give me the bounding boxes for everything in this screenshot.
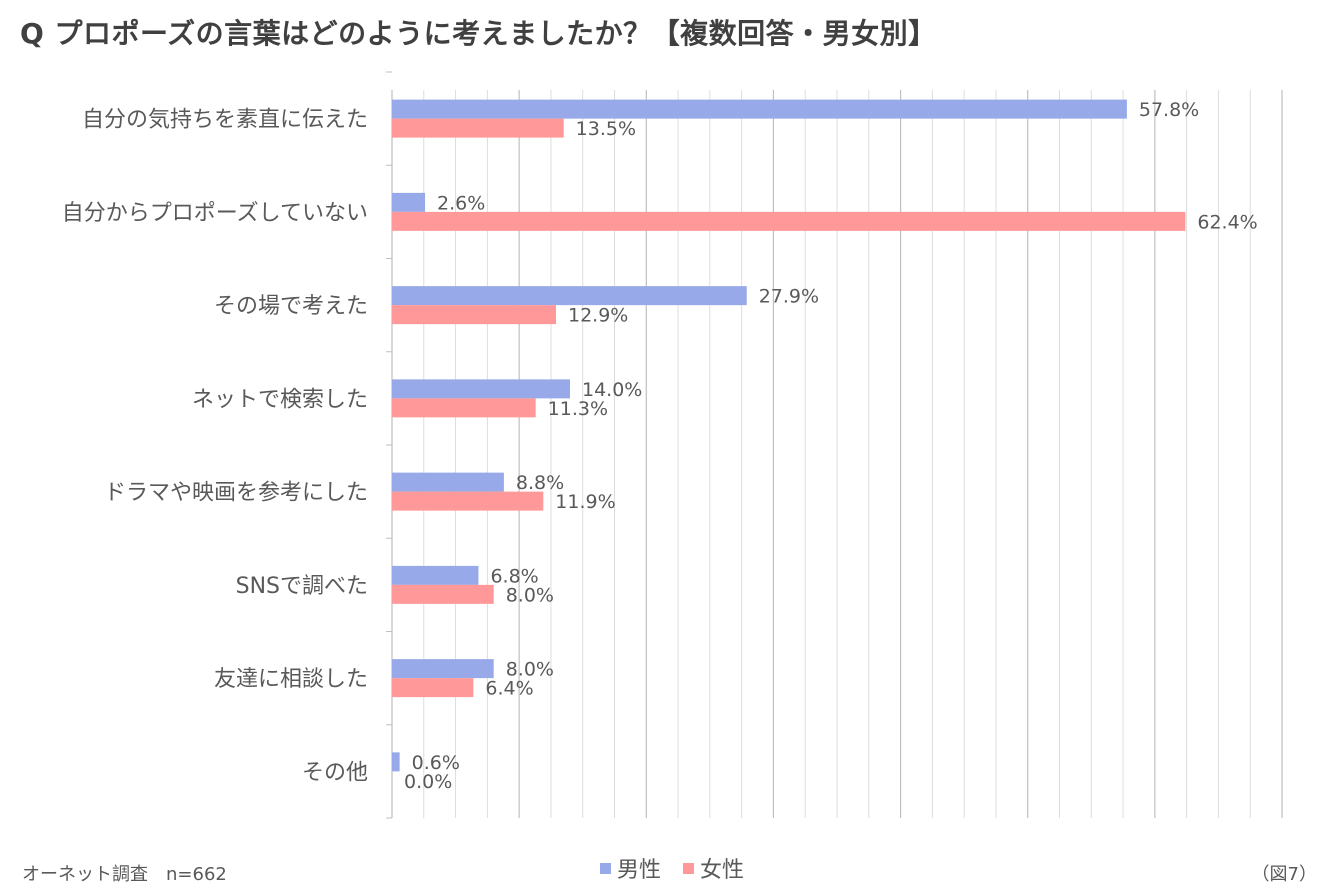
- gridlines: [386, 71, 1283, 819]
- category-label: SNSで調べた: [236, 574, 368, 599]
- legend-swatch-female: [683, 862, 695, 874]
- data-label-male: 57.8%: [1139, 99, 1199, 121]
- data-label-male: 8.0%: [506, 659, 554, 681]
- bar-female: [392, 398, 536, 418]
- data-label-female: 62.4%: [1197, 211, 1257, 233]
- data-label-female: 12.9%: [568, 305, 628, 327]
- legend-label-female: 女性: [700, 858, 745, 883]
- legend-item-male: 男性: [600, 852, 661, 884]
- category-label: ドラマや映画を参考にした: [104, 481, 368, 506]
- chart-title: Q プロポーズの言葉はどのように考えましたか？【複数回答・男女別】: [20, 17, 937, 50]
- data-labels: 57.8% 13.5% 2.6% 62.4% 27.9% 12.9% 14.0%11.3% 8…: [404, 99, 1258, 793]
- bar-male: [392, 752, 400, 772]
- category-labels: 自分の気持ちを素直に伝えた自分からプロポーズしていないその場で考えたネットで検索…: [62, 108, 368, 786]
- bar-male: [392, 286, 747, 306]
- data-label-female: 11.3%: [548, 398, 608, 420]
- bar-male: [392, 659, 494, 679]
- legend-item-female: 女性: [683, 852, 744, 884]
- bar-male: [392, 99, 1127, 119]
- category-label: 友達に相談した: [214, 667, 368, 692]
- bar-male: [392, 472, 504, 492]
- data-label-male: 8.8%: [516, 472, 564, 494]
- legend-swatch-male: [600, 862, 611, 874]
- data-label-female: 0.0%: [404, 771, 452, 793]
- legend-label-male: 男性: [617, 858, 662, 883]
- bar-female: [392, 584, 494, 604]
- data-label-female: 6.4%: [485, 678, 533, 700]
- source-note: オーネット調査 n=662: [22, 864, 227, 885]
- data-label-male: 2.6%: [437, 192, 485, 214]
- data-label-female: 13.5%: [576, 118, 636, 140]
- data-label-male: 14.0%: [582, 379, 642, 401]
- bar-male: [392, 379, 570, 399]
- data-label-female: 8.0%: [506, 584, 554, 606]
- bar-female: [392, 118, 564, 138]
- data-label-male: 27.9%: [759, 286, 819, 308]
- data-label-male: 0.6%: [412, 752, 460, 774]
- category-label: その他: [302, 760, 368, 785]
- category-label: ネットで検索した: [192, 387, 368, 412]
- category-label: その場で考えた: [214, 294, 368, 319]
- bar-female: [392, 678, 474, 698]
- bar-female: [392, 211, 1186, 231]
- bar-male: [392, 192, 426, 212]
- bar-female: [392, 491, 544, 511]
- data-label-female: 11.9%: [555, 491, 615, 513]
- figure-label: （図7）: [1251, 864, 1317, 885]
- category-label: 自分の気持ちを素直に伝えた: [82, 108, 368, 133]
- legend: 男性 女性: [600, 852, 744, 884]
- data-label-male: 6.8%: [490, 565, 538, 587]
- bars: [392, 99, 1186, 772]
- bar-male: [392, 565, 479, 585]
- category-label: 自分からプロポーズしていない: [62, 201, 368, 226]
- bar-female: [392, 305, 557, 325]
